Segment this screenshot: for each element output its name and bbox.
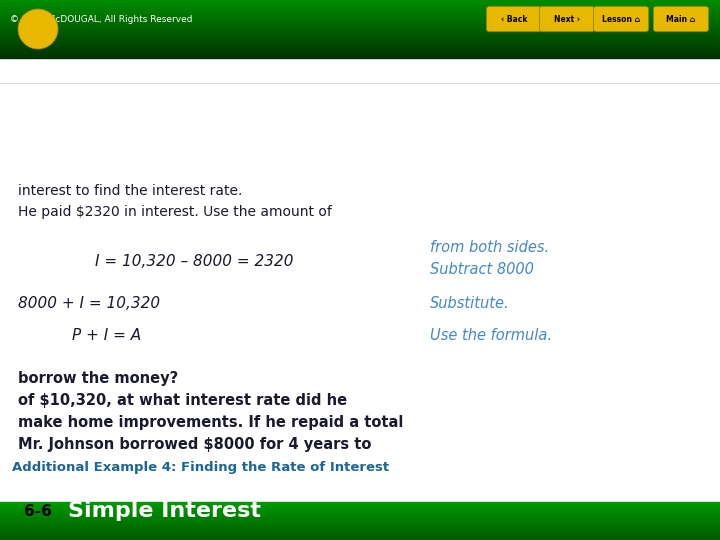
Text: Mr. Johnson borrowed $8000 for 4 years to: Mr. Johnson borrowed $8000 for 4 years t… (18, 437, 372, 452)
Text: ‹ Back: ‹ Back (500, 15, 527, 24)
Text: Additional Example 4: Finding the Rate of Interest: Additional Example 4: Finding the Rate o… (12, 462, 389, 475)
FancyBboxPatch shape (487, 6, 541, 32)
Text: from both sides.: from both sides. (430, 240, 549, 255)
Text: P + I = A: P + I = A (72, 327, 141, 342)
Text: Lesson ⌂: Lesson ⌂ (602, 15, 640, 24)
FancyBboxPatch shape (593, 6, 649, 32)
Text: Main ⌂: Main ⌂ (667, 15, 696, 24)
Text: Next ›: Next › (554, 15, 580, 24)
FancyBboxPatch shape (539, 6, 595, 32)
Text: of $10,320, at what interest rate did he: of $10,320, at what interest rate did he (18, 393, 347, 408)
Text: Simple Interest: Simple Interest (68, 501, 261, 521)
Text: interest to find the interest rate.: interest to find the interest rate. (18, 184, 243, 198)
FancyBboxPatch shape (654, 6, 708, 32)
Text: make home improvements. If he repaid a total: make home improvements. If he repaid a t… (18, 415, 403, 430)
Text: He paid $2320 in interest. Use the amount of: He paid $2320 in interest. Use the amoun… (18, 205, 332, 219)
Text: © HOLT McDOUGAL, All Rights Reserved: © HOLT McDOUGAL, All Rights Reserved (10, 15, 192, 24)
Ellipse shape (18, 9, 58, 49)
Text: Subtract 8000: Subtract 8000 (430, 262, 534, 278)
Text: 6-6: 6-6 (24, 503, 52, 518)
Text: borrow the money?: borrow the money? (18, 371, 179, 386)
Text: 8000 + I = 10,320: 8000 + I = 10,320 (18, 295, 160, 310)
Text: Substitute.: Substitute. (430, 295, 510, 310)
Text: Use the formula.: Use the formula. (430, 327, 552, 342)
Text: I = 10,320 – 8000 = 2320: I = 10,320 – 8000 = 2320 (95, 254, 294, 269)
